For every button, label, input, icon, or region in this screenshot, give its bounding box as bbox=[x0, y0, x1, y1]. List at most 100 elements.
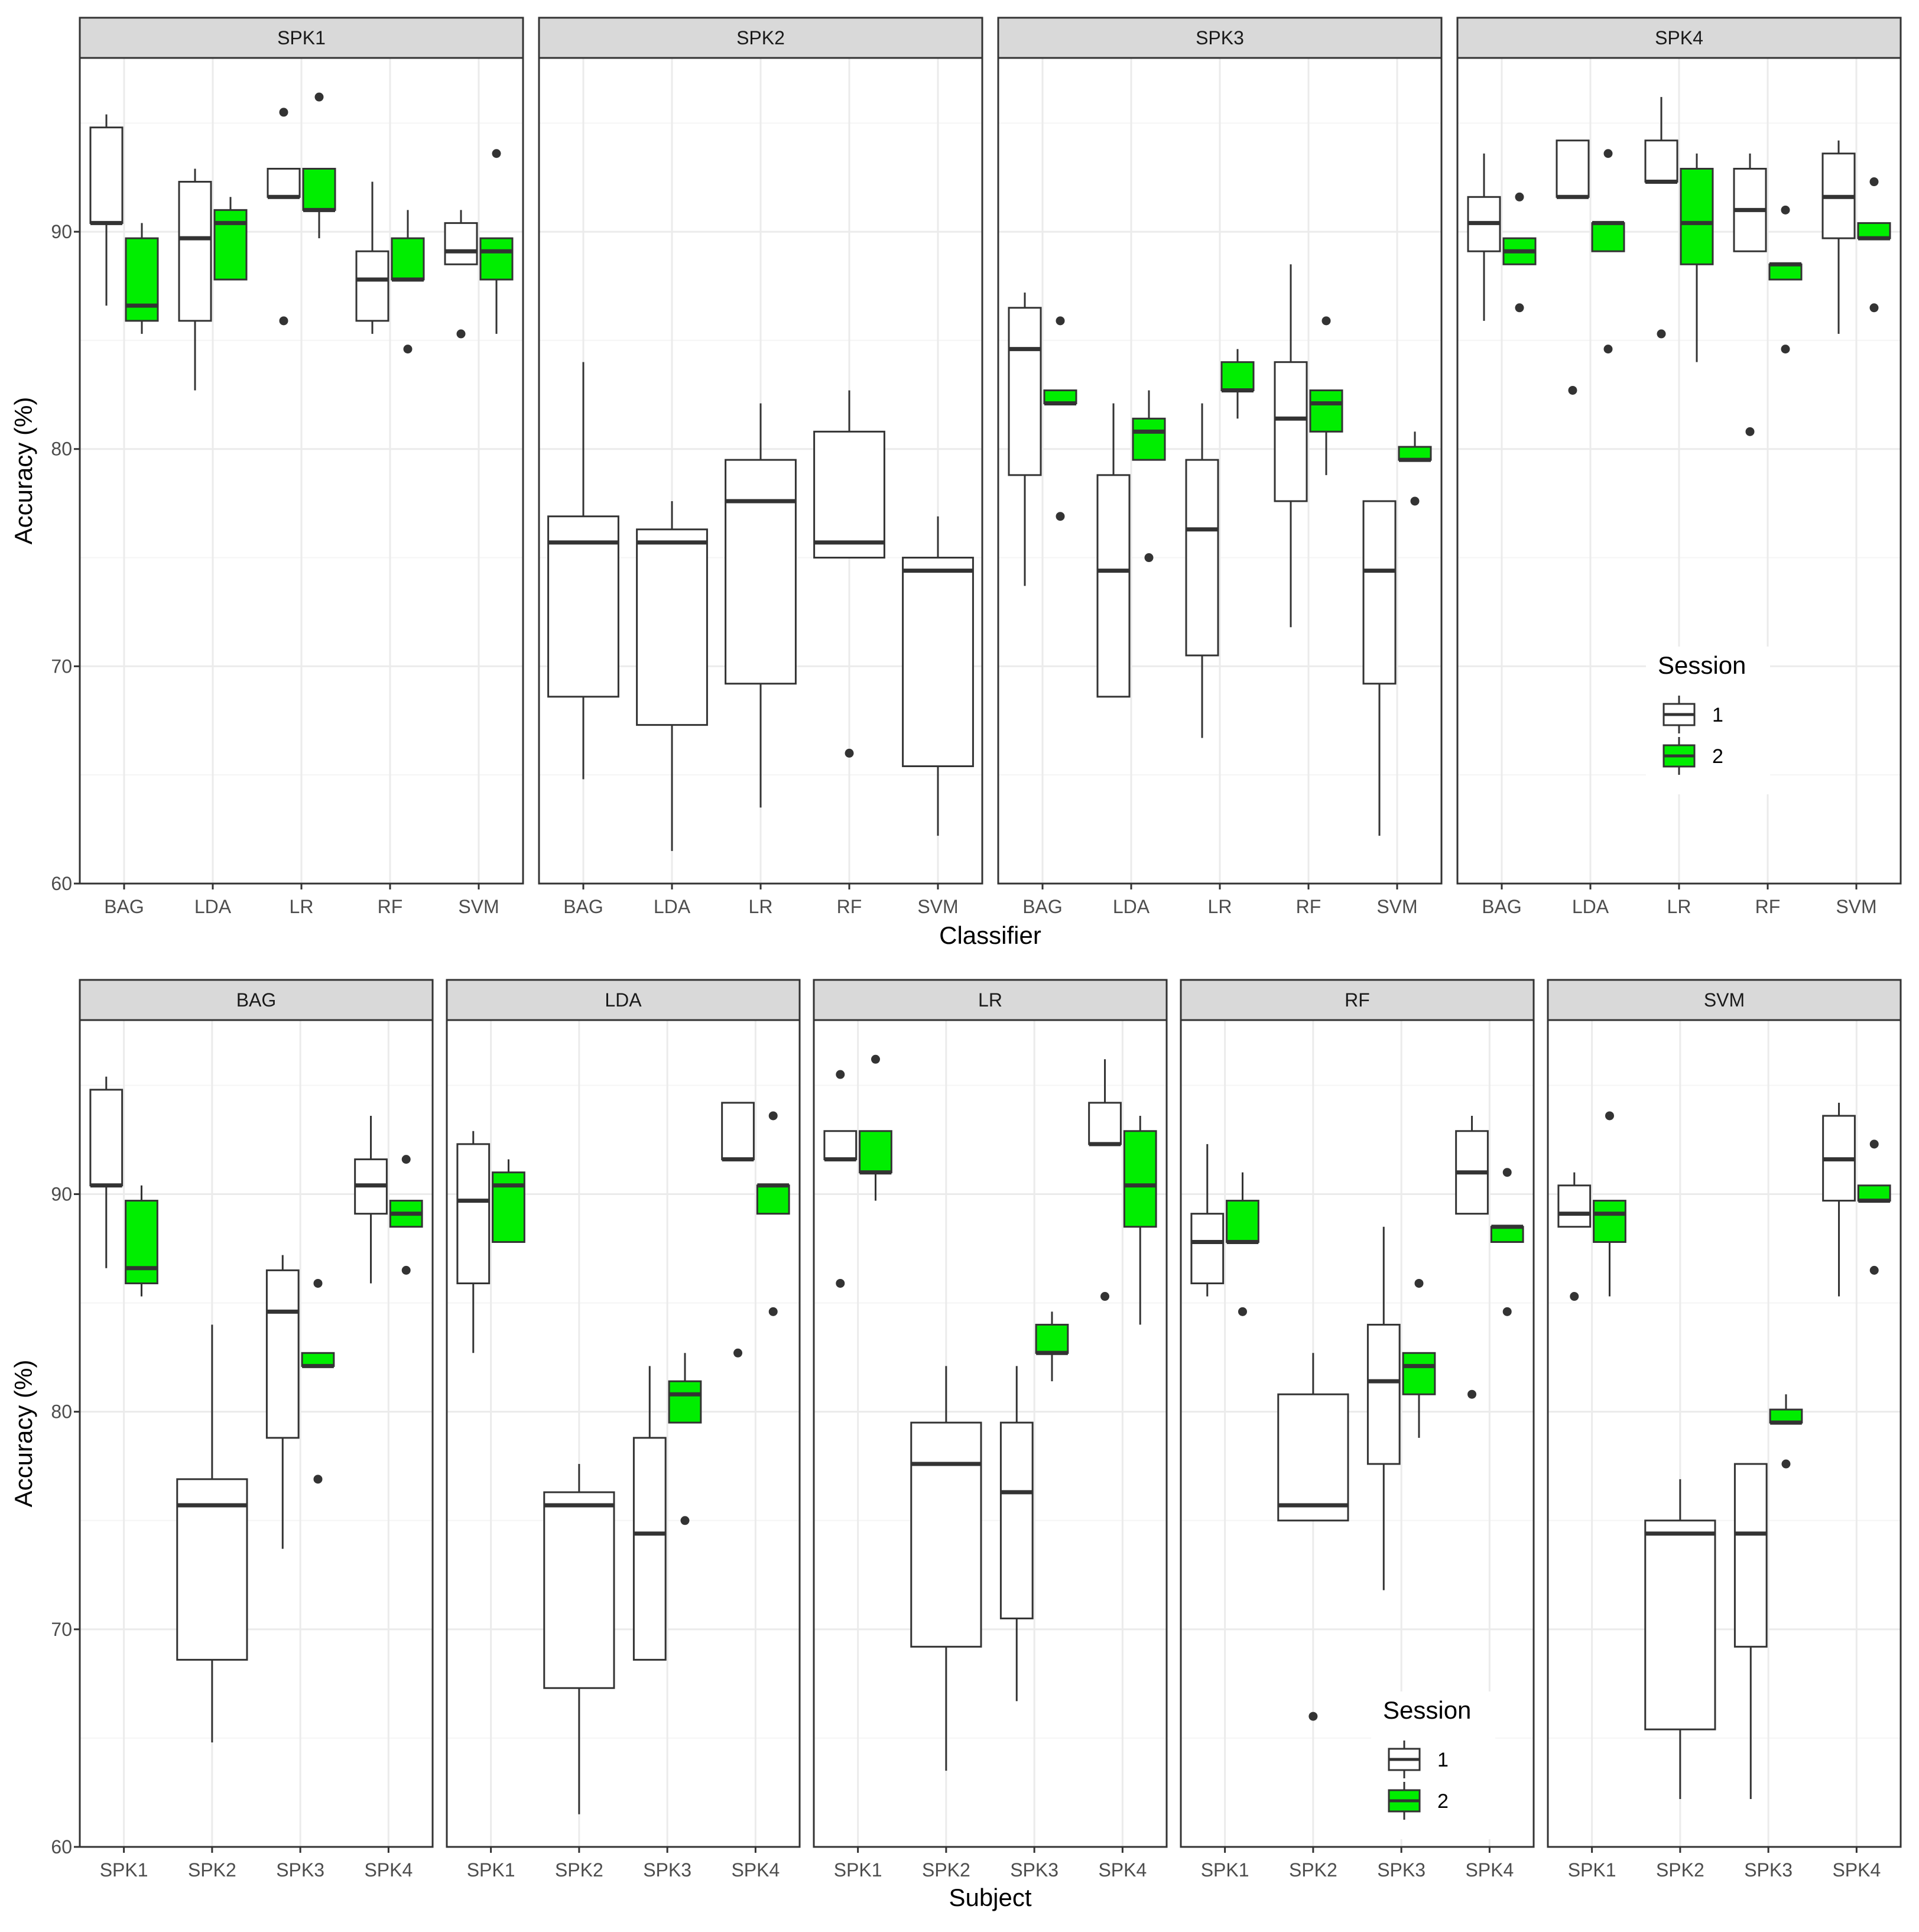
box-rf-session-2 bbox=[1768, 205, 1803, 354]
outlier-point bbox=[1781, 205, 1790, 215]
box-spk4-session-1 bbox=[721, 1102, 755, 1358]
box-spk1-session-1 bbox=[89, 1076, 124, 1268]
box-lr-session-1 bbox=[725, 403, 797, 808]
box-body bbox=[1220, 361, 1255, 391]
outlier-point bbox=[1515, 303, 1524, 313]
box-body bbox=[1277, 1393, 1349, 1522]
box-body bbox=[1644, 1519, 1716, 1730]
facet-strip bbox=[1180, 979, 1535, 1021]
x-tick-label: BAG bbox=[104, 896, 144, 917]
outlier-point bbox=[1238, 1307, 1247, 1316]
y-tick-label: 90 bbox=[51, 1184, 72, 1205]
x-axis-title: Subject bbox=[949, 1884, 1031, 1911]
box-bag-session-2 bbox=[1043, 316, 1077, 521]
x-tick-label: LR bbox=[749, 896, 773, 917]
outlier-point bbox=[492, 149, 501, 158]
box-spk2-session-1 bbox=[176, 1324, 248, 1743]
box-body bbox=[1008, 307, 1042, 476]
box-bag-session-1 bbox=[89, 114, 124, 306]
box-lda-session-1 bbox=[178, 168, 212, 391]
y-axis-title: Accuracy (%) bbox=[9, 397, 37, 545]
outlier-point bbox=[456, 329, 466, 339]
box-body bbox=[1185, 459, 1219, 657]
x-tick-label: SPK3 bbox=[1010, 1859, 1058, 1881]
x-tick-label: SPK4 bbox=[731, 1859, 780, 1881]
outlier-point bbox=[733, 1348, 743, 1358]
x-tick-label: RF bbox=[1296, 896, 1321, 917]
box-rf-session-2 bbox=[391, 210, 425, 354]
facet-strip bbox=[1456, 17, 1902, 59]
facet-strip-label: SPK3 bbox=[1196, 27, 1244, 48]
box-svm-session-2 bbox=[479, 149, 514, 334]
facet-panel-bag: BAG SPK1 SPK2 SPK3 SPK4 bbox=[79, 979, 434, 1881]
outlier-point bbox=[1869, 177, 1879, 187]
x-tick-label: SPK2 bbox=[922, 1859, 970, 1881]
box-body bbox=[89, 1089, 124, 1187]
x-axis-title: Classifier bbox=[939, 921, 1041, 949]
x-tick-label: BAG bbox=[1022, 896, 1063, 917]
x-tick-label: LR bbox=[290, 896, 314, 917]
facet-panel-spk3: SPK3 BAG LDA LR RF SVM bbox=[997, 17, 1443, 917]
outlier-point bbox=[1745, 427, 1755, 436]
box-body bbox=[1490, 1226, 1524, 1243]
outlier-point bbox=[279, 108, 288, 117]
box-body bbox=[999, 1421, 1034, 1619]
box-bag-session-2 bbox=[125, 223, 159, 334]
box-spk2-session-1 bbox=[910, 1366, 982, 1771]
box-spk4-session-2 bbox=[389, 1155, 423, 1275]
box-body bbox=[456, 1143, 491, 1284]
outlier-point bbox=[871, 1054, 880, 1064]
x-tick-label: LR bbox=[1208, 896, 1232, 917]
box-body bbox=[444, 222, 478, 265]
outlier-point bbox=[1570, 1292, 1579, 1301]
box-spk4-session-2 bbox=[1490, 1168, 1524, 1316]
box-svm-session-1 bbox=[444, 210, 478, 339]
box-body bbox=[1402, 1352, 1436, 1395]
box-body bbox=[547, 515, 619, 698]
box-spk1-session-2 bbox=[1593, 1111, 1626, 1297]
box-body bbox=[1362, 500, 1397, 685]
box-bag-session-2 bbox=[1502, 192, 1537, 313]
box-lda-session-2 bbox=[213, 197, 248, 281]
box-body bbox=[910, 1421, 982, 1648]
outlier-point bbox=[279, 316, 288, 326]
facet-strip bbox=[538, 17, 983, 59]
outlier-point bbox=[1781, 345, 1790, 354]
box-lr-session-2 bbox=[302, 92, 336, 239]
box-body bbox=[125, 237, 159, 322]
box-lda-session-1 bbox=[1556, 139, 1590, 395]
box-svm-session-1 bbox=[1821, 140, 1856, 334]
outlier-point bbox=[1410, 496, 1420, 506]
outlier-point bbox=[680, 1516, 690, 1525]
box-body bbox=[636, 528, 708, 726]
outlier-point bbox=[768, 1307, 778, 1316]
outlier-point bbox=[403, 345, 413, 354]
box-rf-session-1 bbox=[355, 181, 389, 334]
box-rf-session-1 bbox=[1733, 153, 1767, 436]
x-tick-label: SPK2 bbox=[555, 1859, 603, 1881]
box-body bbox=[1557, 1184, 1592, 1228]
box-body bbox=[1680, 167, 1714, 265]
legend: Session 1 2 bbox=[1646, 647, 1770, 794]
outlier-point bbox=[1467, 1389, 1477, 1399]
box-spk2-session-1 bbox=[1644, 1479, 1716, 1800]
x-tick-label: SPK4 bbox=[1832, 1859, 1881, 1881]
x-tick-label: SPK1 bbox=[467, 1859, 515, 1881]
box-body bbox=[902, 557, 974, 767]
box-spk3-session-2 bbox=[1769, 1394, 1803, 1469]
box-body bbox=[213, 209, 248, 281]
box-body bbox=[1132, 417, 1166, 461]
outlier-point bbox=[1502, 1307, 1512, 1316]
facet-strip-label: SPK1 bbox=[277, 27, 326, 48]
box-body bbox=[756, 1184, 790, 1215]
x-tick-label: LR bbox=[1667, 896, 1691, 917]
box-body bbox=[859, 1130, 892, 1174]
x-tick-label: SVM bbox=[1376, 896, 1417, 917]
facet-strip bbox=[446, 979, 801, 1021]
box-lda-session-1 bbox=[1096, 403, 1131, 698]
box-body bbox=[721, 1102, 755, 1161]
box-rf-session-1 bbox=[1274, 264, 1308, 628]
x-tick-label: LDA bbox=[654, 896, 691, 917]
facet-panel-spk1: SPK1 BAG LDA LR RF SVM bbox=[79, 17, 524, 917]
